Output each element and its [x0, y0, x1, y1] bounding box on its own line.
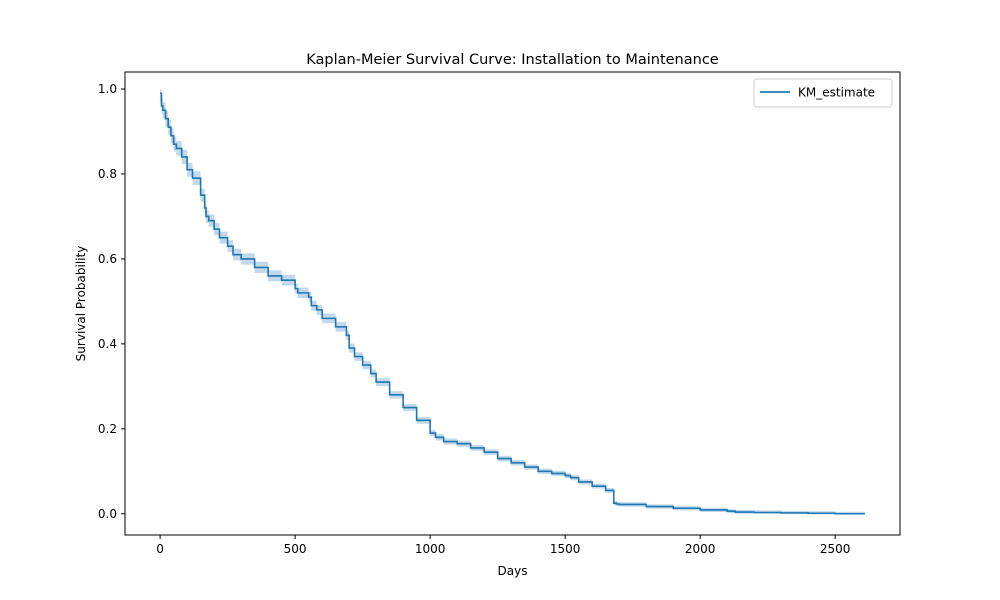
x-tick-label: 0 [156, 542, 164, 556]
x-tick-label: 2000 [685, 542, 716, 556]
x-tick-label: 500 [284, 542, 307, 556]
x-tick-label: 2500 [820, 542, 851, 556]
y-tick-label: 0.4 [98, 337, 117, 351]
y-tick-label: 1.0 [98, 82, 117, 96]
plot-area [160, 88, 865, 515]
y-axis-label: Survival Probability [74, 246, 88, 362]
axes-frame [124, 71, 901, 536]
y-tick-label: 0.6 [98, 252, 117, 266]
x-axis-label: Days [498, 564, 528, 578]
legend-entry-km-estimate: KM_estimate [798, 86, 875, 100]
y-tick-label: 0.0 [98, 507, 117, 521]
y-tick-label: 0.2 [98, 422, 117, 436]
x-tick-label: 1000 [415, 542, 446, 556]
axis-ticks: 0 500 1000 1500 2000 2500 0.0 0.2 0.4 0.6 0.8 1.0 [98, 82, 851, 556]
series-line-0 [160, 92, 865, 515]
x-tick-label: 1500 [550, 542, 581, 556]
legend-box [753, 78, 893, 108]
y-tick-label: 0.8 [98, 167, 117, 181]
chart-title: Kaplan-Meier Survival Curve: Installatio… [306, 52, 719, 68]
legend: KM_estimate [753, 78, 893, 108]
